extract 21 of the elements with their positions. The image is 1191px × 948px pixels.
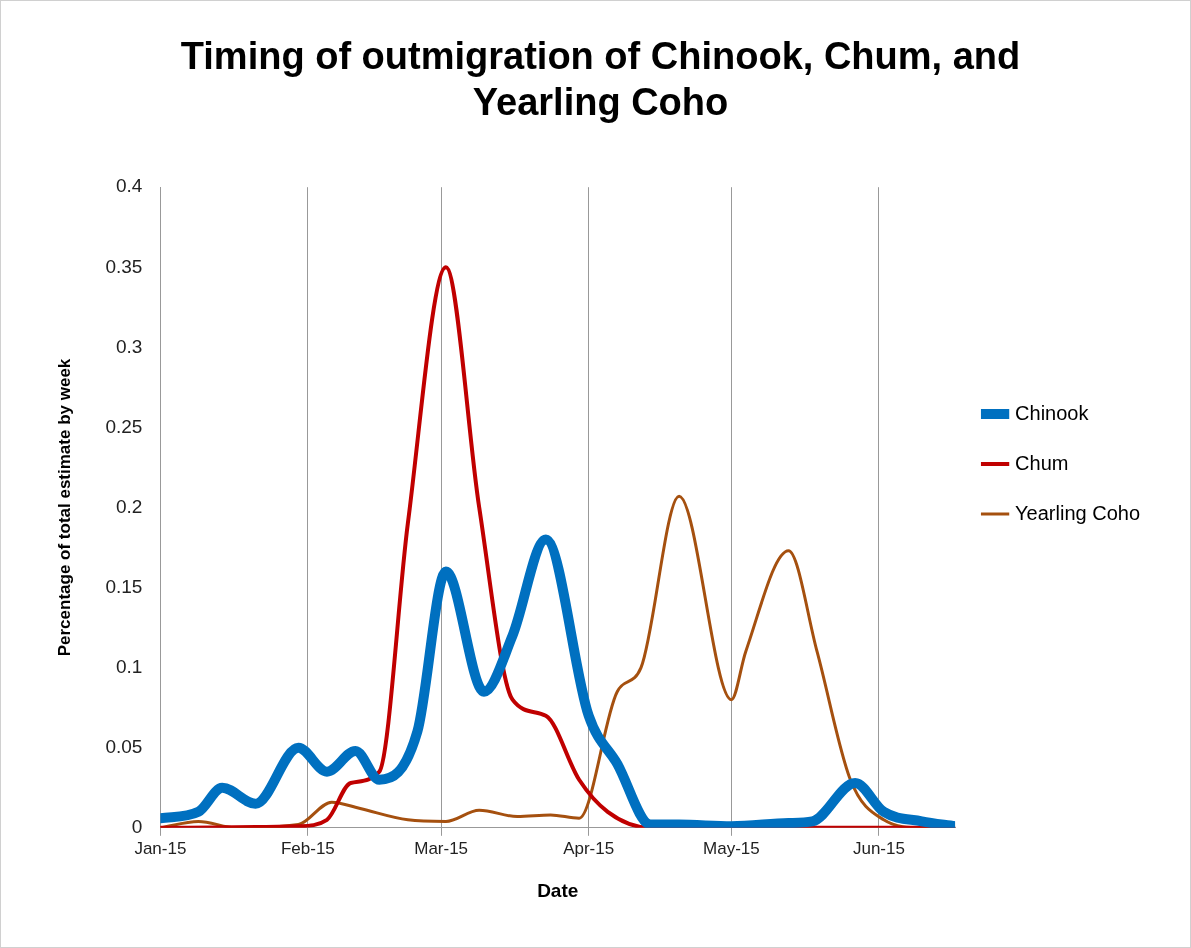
y-tick-label: 0.2 — [115, 495, 143, 517]
y-tick-label: 0 — [131, 816, 143, 838]
legend-label: Chinook — [1015, 401, 1090, 424]
legend-label: Chum — [1015, 451, 1069, 474]
y-tick-label: 0.25 — [105, 415, 143, 437]
x-tick-label: Apr-15 — [563, 838, 615, 858]
x-tick-label: May-15 — [703, 838, 760, 858]
y-tick-label: 0.35 — [105, 255, 143, 277]
y-tick-label: 0.4 — [115, 175, 143, 197]
x-tick-label: Mar-15 — [414, 838, 469, 858]
x-tick-label: Jun-15 — [852, 838, 905, 858]
legend-label: Yearling Coho — [1015, 501, 1141, 524]
y-tick-label: 0.15 — [105, 575, 143, 597]
x-tick-label: Jan-15 — [134, 838, 187, 858]
x-axis-title: Date — [537, 879, 579, 901]
y-tick-label: 0.05 — [105, 735, 143, 757]
chart-title: Timing of outmigration of Chinook, Chum, and Yearling Coho — [180, 35, 1021, 123]
y-tick-label: 0.3 — [115, 335, 143, 357]
x-tick-label: Feb-15 — [280, 838, 335, 858]
y-tick-label: 0.1 — [115, 655, 143, 677]
y-axis-title: Percentage of total estimate by week — [54, 358, 74, 657]
